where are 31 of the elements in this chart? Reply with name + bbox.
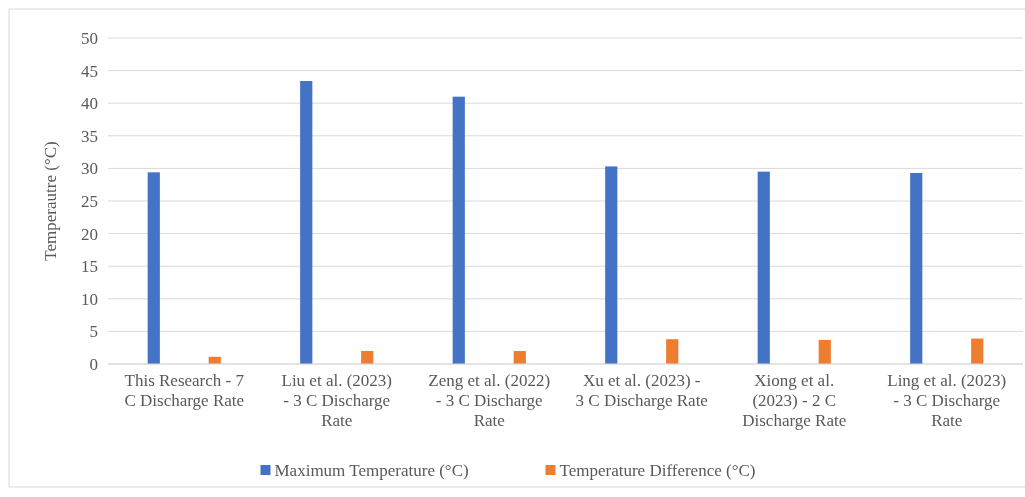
bar: [910, 172, 923, 364]
x-tick-label: Zeng et al. (2022) - 3 C Discharge Rate: [428, 371, 551, 430]
y-tick-label: 15: [81, 257, 98, 277]
x-tick-label: Ling et al. (2023) - 3 C Discharge Rate: [887, 371, 1007, 430]
bar: [605, 166, 618, 364]
y-tick-label: 20: [81, 224, 98, 244]
x-tick-label: Liu et al. (2023) - 3 C Discharge Rate: [281, 371, 392, 430]
bar: [666, 339, 679, 364]
bar: [818, 339, 831, 364]
y-tick-label: 45: [81, 61, 98, 81]
x-tick-label: Xu et al. (2023) - 3 C Discharge Rate: [575, 371, 708, 410]
bar: [147, 172, 160, 364]
x-tick-label: This Research - 7 C Discharge Rate: [124, 371, 245, 410]
bar: [452, 96, 465, 364]
legend-label: Maximum Temperature (°C): [274, 461, 469, 480]
y-tick-label: 35: [81, 126, 98, 146]
bar: [513, 350, 526, 364]
legend-label: Temperature Difference (°C): [559, 461, 756, 480]
y-tick-label: 50: [81, 28, 98, 48]
y-tick-label: 0: [89, 354, 98, 374]
y-tick-label: 10: [81, 289, 98, 309]
y-tick-label: 40: [81, 94, 98, 114]
bar: [361, 350, 374, 364]
y-axis-title: Temperautre (°C): [41, 141, 60, 261]
y-tick-label: 30: [81, 159, 98, 179]
bar: [300, 81, 313, 364]
y-tick-label: 5: [89, 322, 98, 342]
bar: [971, 338, 984, 364]
x-tick-label: Xiong et al. (2023) - 2 C Discharge Rate: [742, 371, 847, 430]
bar: [757, 171, 770, 364]
y-tick-label: 25: [81, 191, 98, 211]
